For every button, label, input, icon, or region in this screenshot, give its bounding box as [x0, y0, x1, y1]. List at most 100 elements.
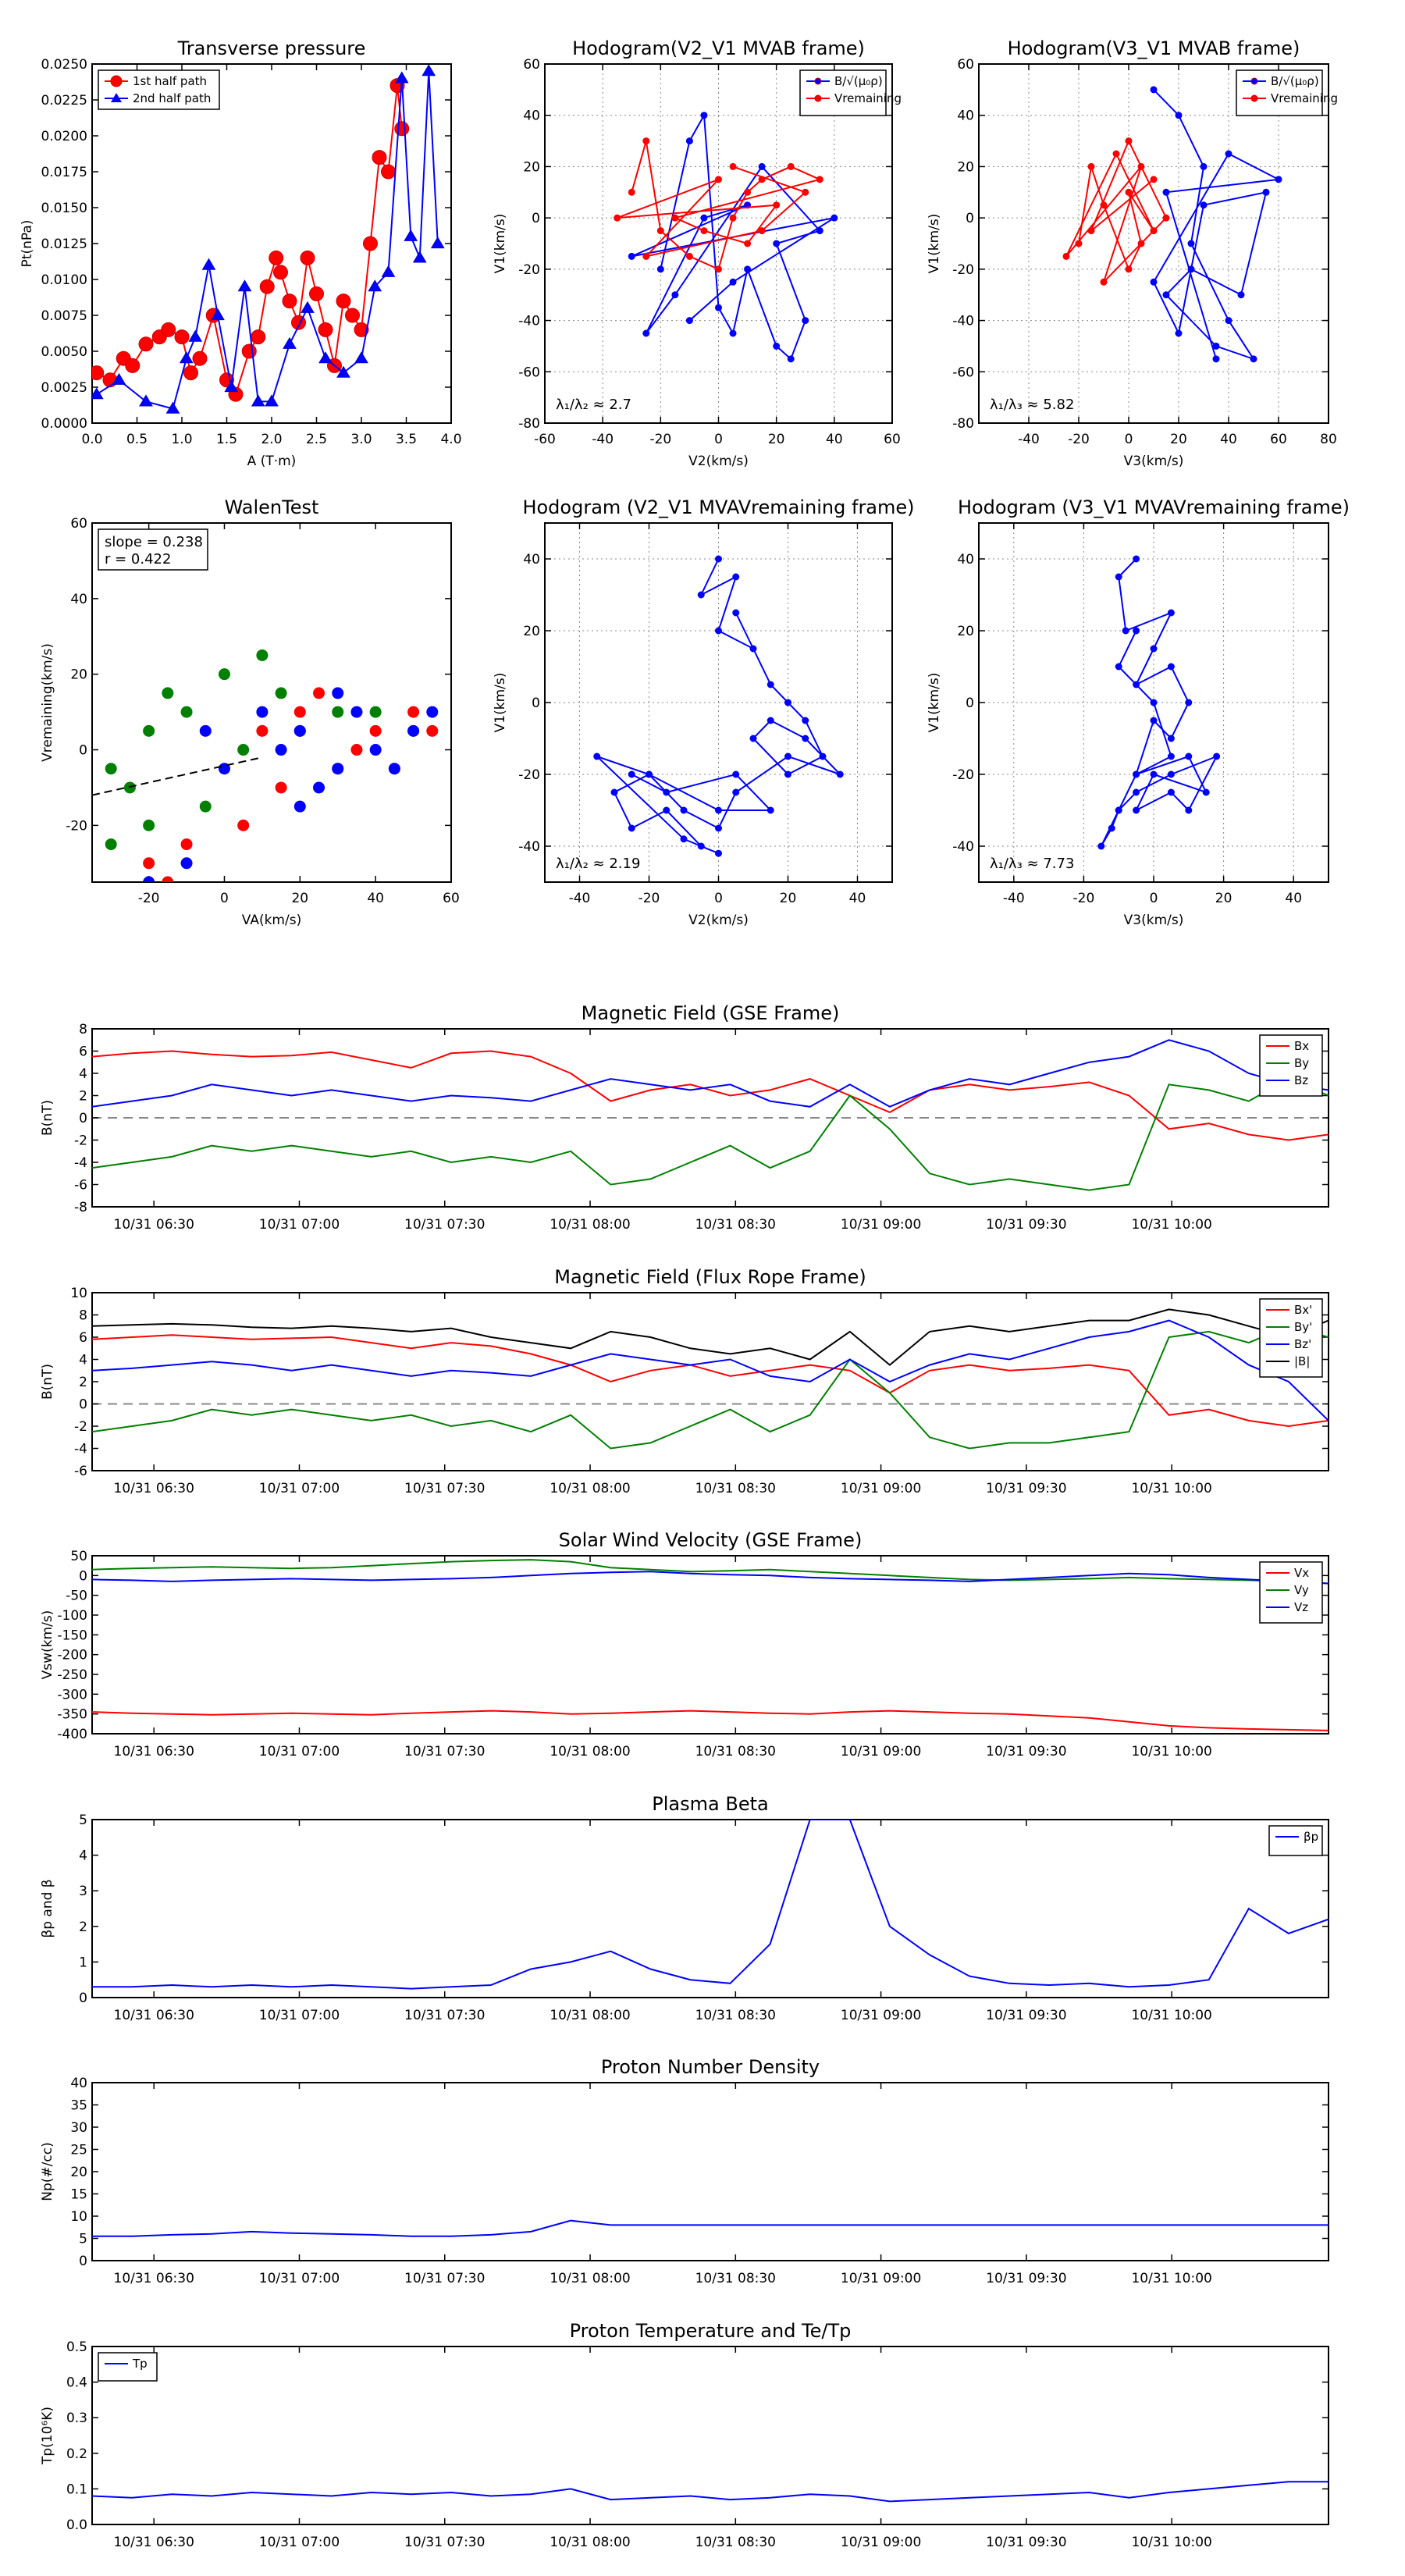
y-tick-label: 50	[70, 1549, 87, 1564]
x-tick-label: 2.0	[261, 432, 282, 447]
point-V	[732, 609, 740, 617]
x-tick-label: 10/31 09:30	[986, 1481, 1066, 1496]
x-tick-label: 10/31 08:30	[695, 2008, 776, 2023]
point-Vremaining	[758, 176, 766, 183]
annotation-text: λ₁/λ₃ ≈ 5.82	[990, 397, 1074, 413]
y-tick-label: 60	[957, 57, 974, 73]
point-1st half path	[394, 121, 410, 137]
point-y	[180, 706, 193, 718]
y-tick-label: 0	[966, 696, 974, 711]
point-B/√(μ₀ρ)	[773, 240, 781, 247]
x-tick-label: 10/31 07:30	[404, 1744, 485, 1759]
x-tick-label: 10/31 08:00	[550, 1744, 630, 1759]
point-1st half path	[92, 365, 105, 381]
legend-box	[1259, 1561, 1323, 1624]
point-y	[237, 744, 250, 756]
x-tick-label: 0.0	[81, 432, 102, 447]
legend-label: Bx'	[1294, 1303, 1312, 1317]
point-V	[767, 681, 774, 688]
chart-title: Transverse pressure	[177, 37, 366, 59]
point-z	[313, 781, 325, 794]
point-B/√(μ₀ρ)	[729, 329, 737, 337]
x-tick-label: -20	[1068, 432, 1090, 447]
point-V	[732, 770, 740, 778]
series-line-Vremaining	[1065, 139, 1168, 283]
point-Vremaining	[758, 227, 766, 235]
y-tick-label: 40	[523, 109, 540, 124]
axes-frame	[91, 2082, 1329, 2261]
legend-label: Tp	[132, 2357, 148, 2371]
point-V	[1097, 842, 1105, 850]
point-V	[1133, 770, 1140, 778]
y-tick-label: -20	[952, 262, 974, 278]
point-Vremaining	[1100, 278, 1108, 286]
x-tick-label: 10/31 06:30	[114, 2271, 194, 2286]
y-tick-label: 10	[70, 1286, 87, 1301]
y-tick-label: 5	[79, 1813, 87, 1828]
x-tick-label: 10/31 09:00	[841, 1481, 921, 1496]
chart-title: Plasma Beta	[652, 1793, 768, 1815]
legend-label: Vy	[1294, 1583, 1309, 1597]
x-tick-label: 10/31 08:30	[695, 1481, 776, 1496]
point-V	[802, 717, 809, 724]
point-B/√(μ₀ρ)	[685, 137, 693, 145]
y-tick-label: 0.0100	[41, 272, 87, 288]
legend-marker	[814, 94, 822, 102]
y-tick-label: 0.3	[66, 2411, 87, 2426]
point-V	[1133, 788, 1140, 796]
x-tick-label: 10/31 08:00	[550, 1481, 630, 1496]
y-axis-label: Tp(10⁶K)	[40, 2407, 55, 2465]
point-1st half path	[345, 308, 360, 323]
y-tick-label: 8	[79, 1022, 87, 1037]
x-tick-label: -40	[1018, 432, 1040, 447]
point-Vremaining	[671, 214, 679, 222]
y-tick-label: 20	[523, 159, 540, 175]
x-tick-label: 1.5	[216, 432, 237, 447]
point-B/√(μ₀ρ)	[1262, 188, 1270, 196]
x-tick-label: 10/31 07:00	[259, 2008, 340, 2023]
series-line-Vx	[92, 1710, 1329, 1731]
axes-frame	[91, 2346, 1329, 2525]
x-tick-label: 10/31 09:30	[986, 2535, 1066, 2550]
legend	[1259, 1561, 1323, 1624]
point-V	[1122, 627, 1129, 635]
y-tick-label: 2	[79, 1920, 87, 1935]
point-B/√(μ₀ρ)	[700, 214, 708, 222]
x-tick-label: 20	[291, 891, 308, 906]
point-V	[680, 835, 688, 843]
y-tick-label: 20	[957, 159, 974, 175]
point-V	[1115, 663, 1122, 671]
point-z	[369, 744, 382, 756]
x-tick-label: 20	[1170, 432, 1187, 447]
point-Vremaining	[1062, 252, 1070, 260]
legend-label: By	[1294, 1056, 1309, 1070]
point-2nd half path	[283, 336, 297, 349]
y-tick-label: 20	[523, 624, 540, 639]
point-V	[1185, 699, 1193, 706]
chart-title: Hodogram(V2_V1 MVAB frame)	[572, 37, 865, 59]
axes-frame	[978, 63, 1329, 424]
point-z	[332, 687, 344, 699]
x-tick-label: 10/31 10:00	[1131, 2008, 1211, 2023]
x-tick-label: 4.0	[440, 432, 461, 447]
point-1st half path	[161, 322, 176, 337]
x-axis-label: V2(km/s)	[688, 454, 749, 469]
point-z	[388, 763, 400, 775]
legend	[1268, 1825, 1323, 1856]
x-tick-label: 10/31 10:00	[1131, 1217, 1211, 1233]
legend	[1259, 1034, 1323, 1097]
annotation-box	[98, 528, 208, 571]
legend-label: Bz'	[1294, 1337, 1311, 1351]
y-axis-label: βp and β	[40, 1879, 55, 1937]
x-tick-label: 20	[780, 891, 797, 906]
point-1st half path	[309, 286, 324, 301]
point-Vremaining	[685, 252, 693, 260]
y-tick-label: -40	[518, 839, 540, 855]
point-B/√(μ₀ρ)	[671, 291, 679, 299]
panel-5	[544, 522, 893, 883]
point-Vremaining	[1075, 240, 1083, 247]
x-tick-label: -20	[138, 891, 160, 906]
point-1st half path	[259, 279, 275, 294]
y-tick-label: 0.0000	[41, 416, 87, 432]
point-Vremaining	[715, 265, 722, 273]
